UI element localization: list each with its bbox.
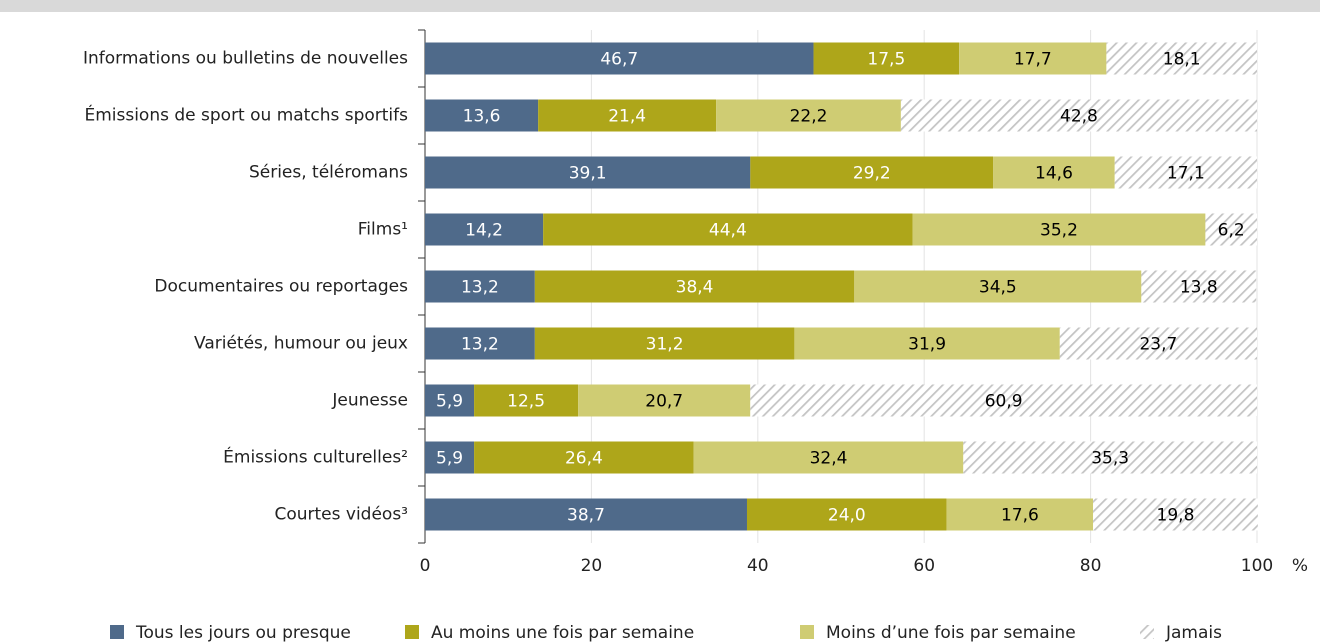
- data-label: 38,7: [567, 506, 605, 526]
- data-label: 46,7: [600, 50, 638, 70]
- bar-segment: [993, 156, 1115, 189]
- bar-segment: [716, 99, 901, 132]
- bar-segment: [746, 498, 947, 531]
- data-label: 24,0: [828, 506, 866, 526]
- data-label: 13,8: [1180, 278, 1218, 298]
- x-tick-label: 0: [420, 556, 431, 576]
- data-label: 17,7: [1014, 50, 1052, 70]
- data-label: 38,4: [676, 278, 714, 298]
- bar-segment: [1093, 498, 1258, 531]
- bar-segment: [425, 498, 747, 531]
- bar-segment: [946, 498, 1094, 531]
- bar-segment: [900, 99, 1257, 132]
- x-tick-label: 80: [1080, 556, 1102, 576]
- legend-label: Moins d’une fois par semaine: [826, 623, 1076, 643]
- y-tick-label: Variétés, humour ou jeux: [194, 334, 408, 354]
- data-label: 29,2: [853, 164, 891, 184]
- bar-segment: [425, 327, 535, 360]
- data-label: 13,2: [461, 335, 499, 355]
- bar-segment: [693, 441, 964, 474]
- bar-segment: [425, 156, 751, 189]
- x-tick-label: 100: [1241, 556, 1273, 576]
- bar-segment: [474, 441, 694, 474]
- y-tick-label: Documentaires ou reportages: [154, 277, 408, 297]
- y-tick-label: Informations ou bulletins de nouvelles: [83, 49, 408, 69]
- bar-segment: [543, 213, 913, 246]
- data-label: 18,1: [1163, 50, 1201, 70]
- data-label: 39,1: [569, 164, 607, 184]
- data-label: 21,4: [608, 107, 646, 127]
- y-tick-label: Courtes vidéos³: [274, 505, 408, 525]
- bar-segment: [578, 384, 751, 417]
- bar-segment: [534, 270, 855, 303]
- y-tick-label: Émissions de sport ou matchs sportifs: [84, 104, 408, 126]
- data-label: 12,5: [507, 392, 545, 412]
- y-tick-label: Jeunesse: [331, 391, 408, 411]
- legend-label: Tous les jours ou presque: [135, 623, 351, 643]
- bar-segment: [794, 327, 1060, 360]
- legend-swatch: [110, 625, 124, 639]
- data-label: 44,4: [709, 221, 747, 241]
- bar-segment: [425, 384, 475, 417]
- data-label: 42,8: [1060, 107, 1098, 127]
- legend-swatch: [405, 625, 419, 639]
- data-label: 6,2: [1218, 221, 1245, 241]
- data-label: 31,9: [908, 335, 946, 355]
- bar-segment: [750, 156, 994, 189]
- bar-segment: [425, 42, 814, 75]
- data-label: 34,5: [979, 278, 1017, 298]
- y-tick-label: Émissions culturelles²: [223, 446, 408, 468]
- bar-segment: [425, 270, 535, 303]
- data-label: 17,6: [1001, 506, 1039, 526]
- bar-segment: [854, 270, 1142, 303]
- y-tick-label: Séries, téléromans: [249, 163, 408, 183]
- legend-swatch: [800, 625, 814, 639]
- bar-segment: [425, 213, 544, 246]
- data-label: 35,3: [1091, 449, 1129, 469]
- legend-swatch: [1140, 625, 1154, 639]
- bar-segment: [912, 213, 1206, 246]
- bar-segment: [474, 384, 579, 417]
- bar-segment: [813, 42, 960, 75]
- data-label: 31,2: [646, 335, 684, 355]
- x-tick-label: 40: [747, 556, 769, 576]
- data-label: 13,2: [461, 278, 499, 298]
- bar-segment: [1106, 42, 1257, 75]
- data-label: 23,7: [1139, 335, 1177, 355]
- bar-segment: [963, 441, 1257, 474]
- y-tick-label: Films¹: [358, 220, 408, 240]
- top-band: [0, 0, 1320, 12]
- bar-segment: [750, 384, 1257, 417]
- x-tick-label: 20: [581, 556, 603, 576]
- bar-segment: [1141, 270, 1257, 303]
- x-axis-label: %: [1292, 556, 1308, 576]
- bar-segment: [425, 441, 475, 474]
- bar-segment: [425, 99, 539, 132]
- data-label: 20,7: [645, 392, 683, 412]
- data-label: 32,4: [810, 449, 848, 469]
- data-label: 17,1: [1167, 164, 1205, 184]
- data-label: 17,5: [867, 50, 905, 70]
- bar-segment: [534, 327, 795, 360]
- data-label: 5,9: [436, 392, 463, 412]
- bar-segment: [1205, 213, 1257, 246]
- data-label: 19,8: [1157, 506, 1195, 526]
- bar-segment: [538, 99, 717, 132]
- data-label: 26,4: [565, 449, 603, 469]
- bar-segment: [1059, 327, 1257, 360]
- legend-label: Jamais: [1165, 623, 1222, 643]
- bar-segment: [959, 42, 1107, 75]
- legend-label: Au moins une fois par semaine: [431, 623, 694, 643]
- data-label: 60,9: [985, 392, 1023, 412]
- bar-segment: [1114, 156, 1257, 189]
- data-label: 35,2: [1040, 221, 1078, 241]
- data-label: 13,6: [463, 107, 501, 127]
- data-label: 14,6: [1035, 164, 1073, 184]
- x-tick-label: 60: [913, 556, 935, 576]
- data-label: 22,2: [790, 107, 828, 127]
- data-label: 14,2: [465, 221, 503, 241]
- data-label: 5,9: [436, 449, 463, 469]
